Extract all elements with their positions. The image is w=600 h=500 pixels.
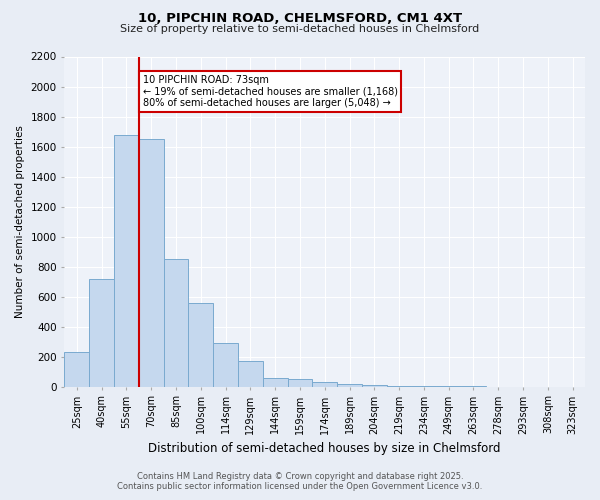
Bar [337, 384, 362, 386]
Bar [89, 278, 114, 386]
Text: 10 PIPCHIN ROAD: 73sqm
← 19% of semi-detached houses are smaller (1,168)
80% of : 10 PIPCHIN ROAD: 73sqm ← 19% of semi-det… [143, 74, 398, 108]
Bar [287, 379, 313, 386]
Bar [313, 382, 337, 386]
Bar [139, 139, 164, 386]
Bar [114, 134, 139, 386]
Bar [164, 259, 188, 386]
X-axis label: Distribution of semi-detached houses by size in Chelmsford: Distribution of semi-detached houses by … [148, 442, 501, 455]
Bar [188, 302, 213, 386]
Bar [263, 378, 287, 386]
Text: Contains HM Land Registry data © Crown copyright and database right 2025.
Contai: Contains HM Land Registry data © Crown c… [118, 472, 482, 491]
Text: 10, PIPCHIN ROAD, CHELMSFORD, CM1 4XT: 10, PIPCHIN ROAD, CHELMSFORD, CM1 4XT [138, 12, 462, 26]
Bar [64, 352, 89, 386]
Bar [362, 385, 386, 386]
Bar [213, 343, 238, 386]
Bar [238, 361, 263, 386]
Y-axis label: Number of semi-detached properties: Number of semi-detached properties [15, 125, 25, 318]
Text: Size of property relative to semi-detached houses in Chelmsford: Size of property relative to semi-detach… [121, 24, 479, 34]
